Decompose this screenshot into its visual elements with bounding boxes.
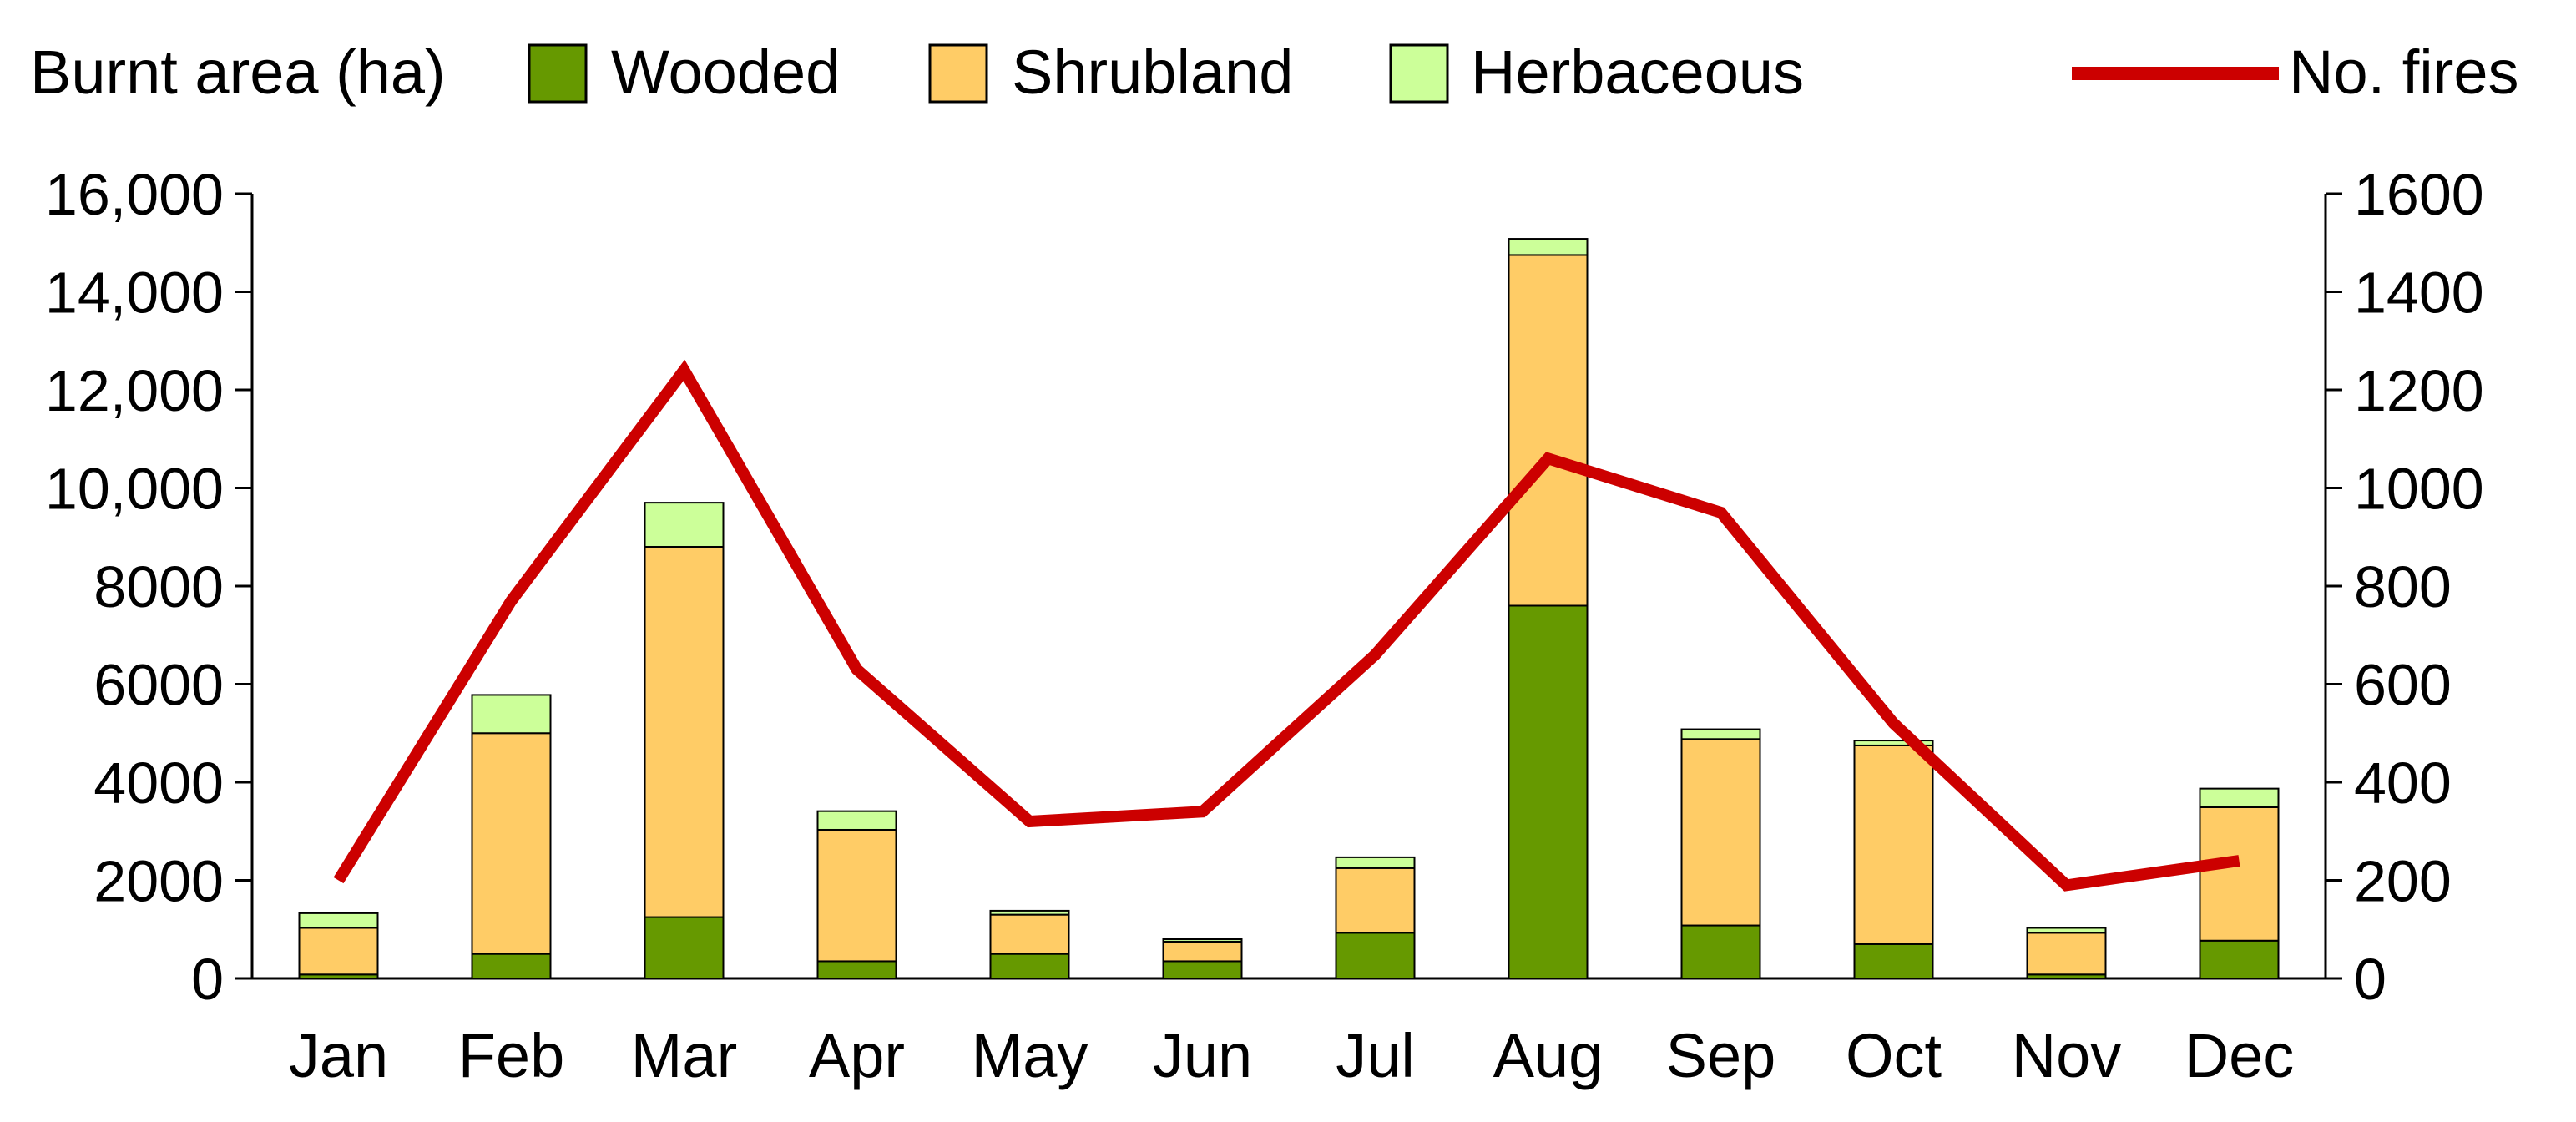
x-tick-label: Nov [2012, 1021, 2122, 1090]
x-tick-label: Oct [1846, 1021, 1942, 1090]
bar-herbaceous-jul [1335, 856, 1416, 869]
bar-shrubland-apr [816, 828, 897, 963]
bar-wooded-may [989, 953, 1070, 979]
x-tick-label: Dec [2185, 1021, 2295, 1090]
bar-shrubland-dec [2199, 806, 2280, 942]
bar-shrubland-mar [644, 546, 725, 918]
x-tick-label: Mar [631, 1021, 737, 1090]
bar-wooded-jun [1162, 960, 1243, 979]
bar-shrubland-jun [1162, 940, 1243, 963]
bar-shrubland-nov [2026, 932, 2107, 976]
bar-wooded-jul [1335, 932, 1416, 980]
bar-herbaceous-aug [1508, 238, 1589, 256]
x-axis: Jan Feb Mar Apr May Jun Jul Aug Sep Oct Nov Dec [252, 977, 2326, 1090]
bar-shrubland-may [989, 913, 1070, 955]
bar-herbaceous-mar [644, 502, 725, 548]
left-tick-label: 12,000 [45, 358, 224, 423]
left-tick-label: 14,000 [45, 260, 224, 326]
right-tick-label: 600 [2354, 653, 2452, 718]
legend-swatch-herbaceous [1389, 43, 1449, 104]
x-tick-label: Jun [1153, 1021, 1252, 1090]
bar-wooded-aug [1508, 604, 1589, 979]
x-tick-label: Sep [1666, 1021, 1776, 1090]
bar-herbaceous-jan [298, 912, 379, 929]
bar-wooded-dec [2199, 939, 2280, 979]
left-axis: 0 2000 4000 6000 8000 10,000 12,000 14,000 16,00… [45, 162, 254, 1012]
right-tick-label: 400 [2354, 751, 2452, 816]
right-tick-label: 1400 [2354, 260, 2484, 326]
legend-swatch-shrubland [928, 43, 988, 104]
bar-wooded-apr [816, 960, 897, 979]
x-tick-label: Apr [809, 1021, 905, 1090]
bar-shrubland-sep [1680, 738, 1761, 927]
bar-herbaceous-dec [2199, 787, 2280, 808]
left-tick-label: 2000 [93, 849, 224, 914]
x-tick-label: Jan [289, 1021, 388, 1090]
bar-wooded-oct [1853, 943, 1934, 979]
right-tick-label: 200 [2354, 849, 2452, 914]
legend-label-wooded: Wooded [611, 38, 840, 107]
bar-wooded-mar [644, 916, 725, 979]
legend-swatch-wooded [528, 43, 588, 104]
right-tick-label: 1200 [2354, 358, 2484, 423]
bar-herbaceous-apr [816, 810, 897, 831]
bar-shrubland-feb [471, 732, 552, 955]
left-tick-label: 8000 [93, 554, 224, 619]
right-tick-label: 800 [2354, 554, 2452, 619]
right-tick-label: 1000 [2354, 457, 2484, 522]
x-tick-label: Feb [458, 1021, 565, 1090]
right-axis: 0 200 400 600 800 1000 1200 1400 1600 [2324, 162, 2484, 1012]
bar-shrubland-aug [1508, 254, 1589, 607]
x-tick-label: Jul [1336, 1021, 1415, 1090]
bar-shrubland-jan [298, 927, 379, 976]
legend: Burnt area (ha) Wooded Shrubland Herbaceou… [30, 38, 2519, 107]
legend-label-shrubland: Shrubland [1012, 38, 1293, 107]
legend-label-no-fires: No. fires [2289, 38, 2519, 107]
left-tick-label: 4000 [93, 751, 224, 816]
line-layer [333, 359, 2240, 892]
bar-wooded-sep [1680, 924, 1761, 980]
right-tick-label: 0 [2354, 947, 2387, 1012]
bar-shrubland-oct [1853, 744, 1934, 945]
bar-herbaceous-feb [471, 694, 552, 735]
bars-layer [298, 238, 2280, 980]
left-tick-label: 6000 [93, 653, 224, 718]
legend-label-herbaceous: Herbaceous [1471, 38, 1804, 107]
bar-herbaceous-oct [1853, 740, 1934, 746]
bar-herbaceous-nov [2026, 927, 2107, 934]
bar-herbaceous-sep [1680, 728, 1761, 740]
legend-title: Burnt area (ha) [30, 38, 446, 107]
bar-shrubland-jul [1335, 867, 1416, 934]
right-tick-label: 1600 [2354, 162, 2484, 227]
left-tick-label: 10,000 [45, 457, 224, 522]
x-tick-label: May [972, 1021, 1088, 1090]
left-tick-label: 16,000 [45, 162, 224, 227]
left-tick-label: 0 [191, 947, 224, 1012]
x-tick-label: Aug [1493, 1021, 1604, 1090]
bar-wooded-feb [471, 953, 552, 979]
line-no-fires [333, 359, 2240, 892]
bar-herbaceous-jun [1162, 938, 1243, 943]
bar-herbaceous-may [989, 909, 1070, 916]
